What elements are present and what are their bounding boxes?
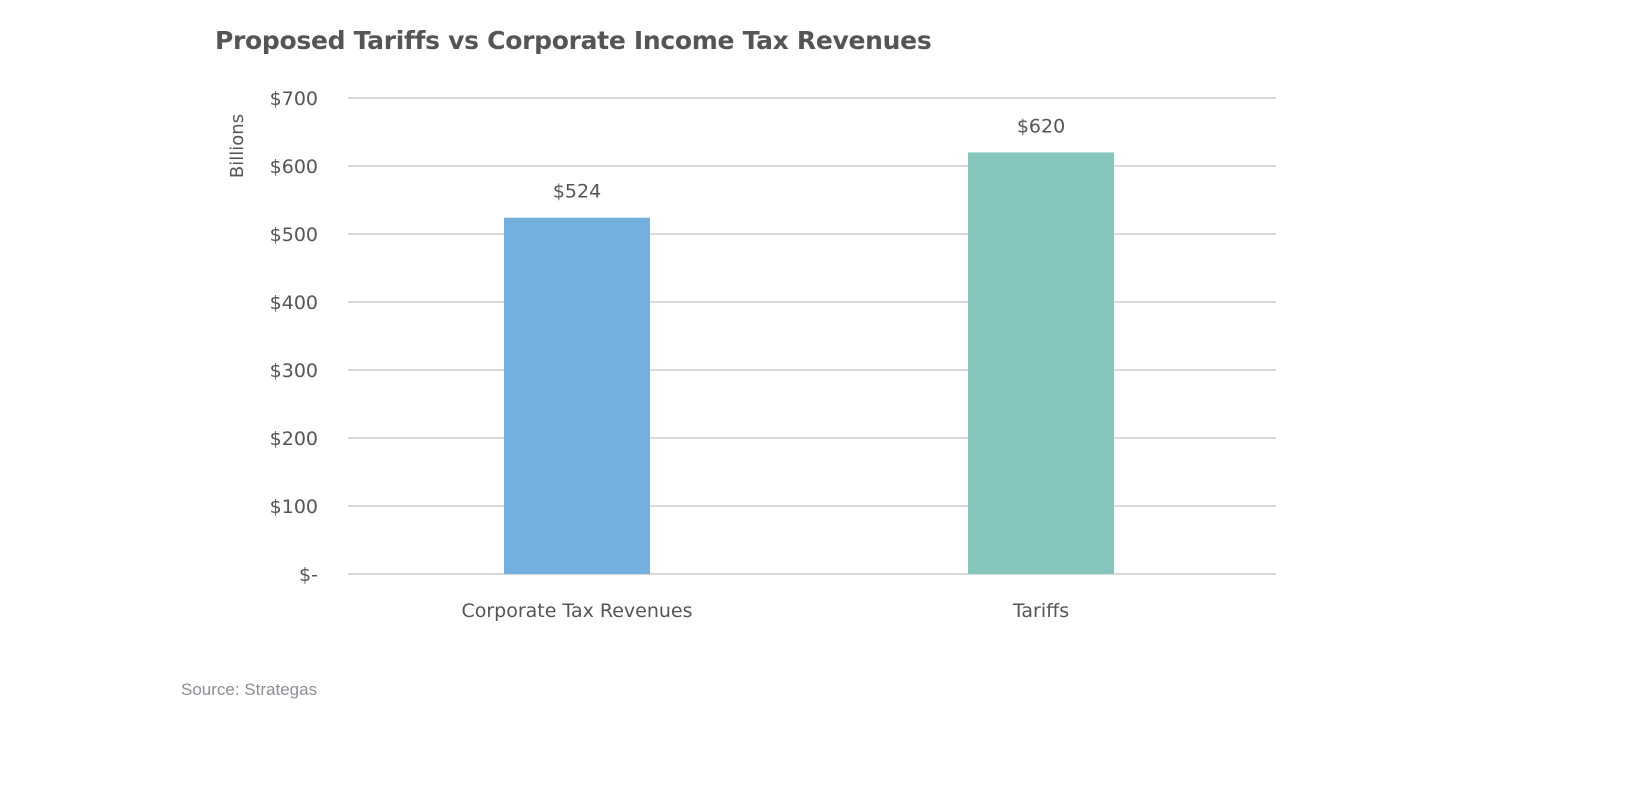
data-label: $620 [1017,115,1065,137]
x-tick-label: Tariffs [1012,600,1069,622]
y-tick-label: $700 [270,88,318,110]
y-tick-label: $500 [270,224,318,246]
source-note: Source: Strategas [181,680,318,699]
data-label: $524 [553,181,601,203]
y-tick-label: $400 [270,292,318,314]
bar [504,217,650,574]
y-tick-label: $600 [270,156,318,178]
bar [968,152,1114,574]
y-tick-label: $100 [270,496,318,518]
x-tick-label: Corporate Tax Revenues [461,600,692,622]
y-axis-label: Billions [227,114,248,178]
y-tick-label: $300 [270,360,318,382]
y-tick-label: $- [299,564,318,586]
chart-title: Proposed Tariffs vs Corporate Income Tax… [215,26,932,55]
y-tick-label: $200 [270,428,318,450]
